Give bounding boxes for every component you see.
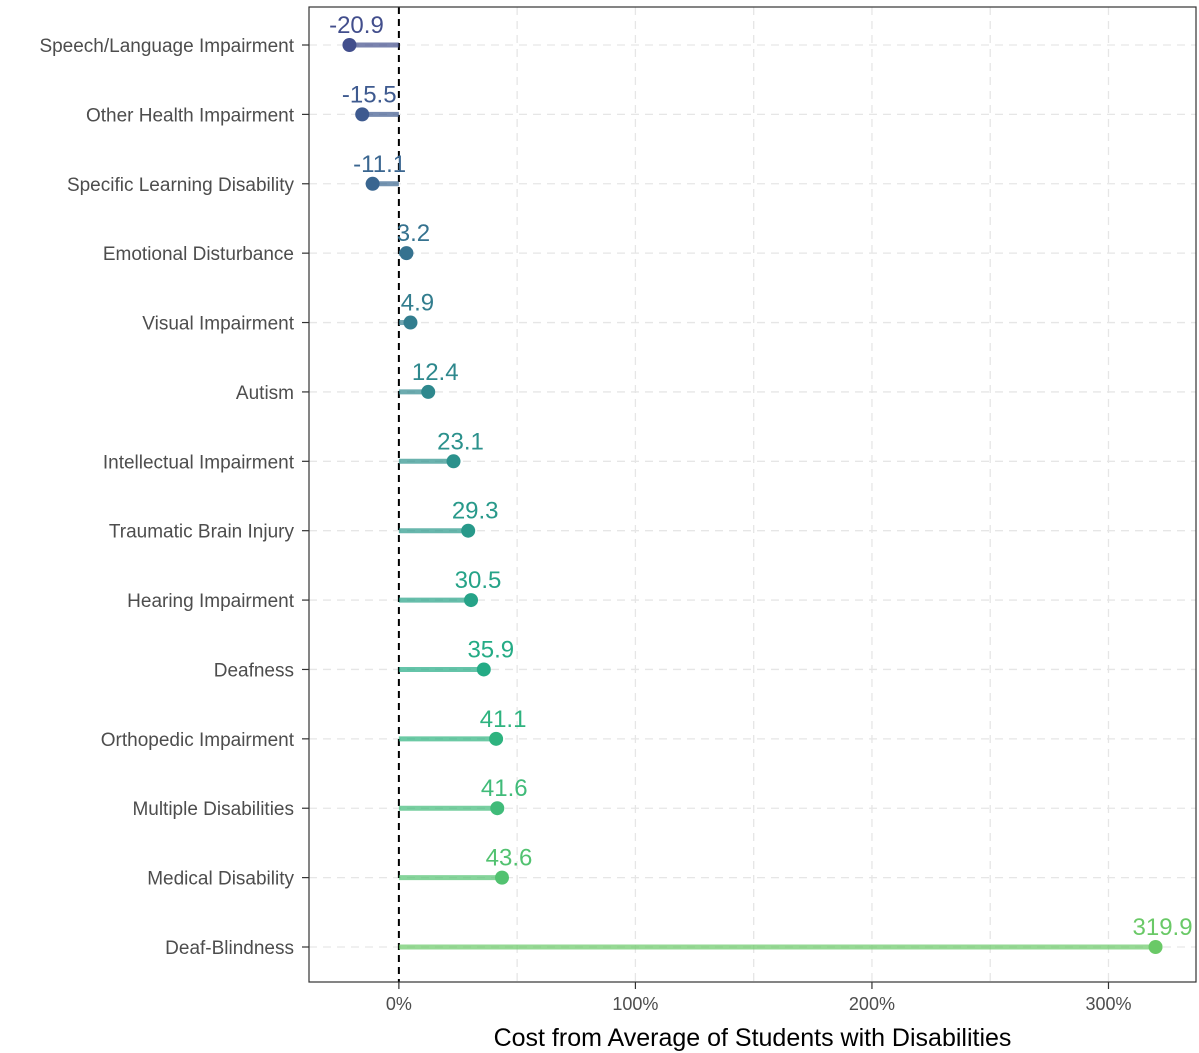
category-label: Orthopedic Impairment bbox=[101, 730, 295, 751]
category-label: Hearing Impairment bbox=[127, 591, 295, 612]
x-axis-ticks: 0% 100% 200% 300% bbox=[386, 982, 1132, 1014]
lollipop-point bbox=[490, 801, 505, 816]
value-label: 41.6 bbox=[481, 775, 528, 802]
x-axis-title: Cost from Average of Students with Disab… bbox=[494, 1024, 1012, 1052]
category-label: Intellectual Impairment bbox=[103, 452, 295, 473]
lollipop-point bbox=[464, 593, 479, 608]
lollipop-point bbox=[355, 107, 370, 122]
lollipop-points bbox=[342, 38, 1163, 954]
value-label: 43.6 bbox=[486, 845, 533, 872]
y-axis-labels: Speech/Language Impairment Other Health I… bbox=[39, 36, 309, 959]
value-label: 4.9 bbox=[401, 290, 434, 317]
value-labels: -20.9 -15.5 -11.1 3.2 4.9 12.4 23.1 29.3 30.5 35.… bbox=[329, 12, 1192, 941]
category-label: Emotional Disturbance bbox=[103, 244, 294, 265]
value-label: 319.9 bbox=[1133, 914, 1193, 941]
lollipop-point bbox=[489, 731, 504, 746]
category-label: Specific Learning Disability bbox=[67, 175, 295, 196]
lollipop-point bbox=[476, 662, 491, 677]
lollipop-sticks bbox=[349, 42, 1156, 950]
x-tick-label: 0% bbox=[386, 994, 412, 1014]
x-tick-label: 200% bbox=[849, 994, 895, 1014]
value-label: 23.1 bbox=[437, 428, 484, 455]
category-label: Speech/Language Impairment bbox=[39, 36, 294, 57]
value-label: 41.1 bbox=[480, 706, 527, 733]
lollipop-point bbox=[342, 38, 357, 52]
category-label: Medical Disability bbox=[147, 869, 294, 890]
plot-panel-border bbox=[308, 6, 1197, 983]
value-label: -15.5 bbox=[342, 81, 397, 108]
lollipop-point bbox=[461, 523, 476, 538]
lollipop-point bbox=[1148, 940, 1163, 954]
value-label: 3.2 bbox=[397, 220, 430, 247]
gridlines bbox=[309, 7, 1196, 982]
category-label: Deafness bbox=[214, 660, 294, 681]
category-label: Other Health Impairment bbox=[86, 105, 295, 126]
lollipop-point bbox=[403, 315, 418, 330]
value-label: -11.1 bbox=[353, 151, 406, 178]
category-label: Autism bbox=[236, 383, 294, 404]
category-label: Deaf-Blindness bbox=[165, 938, 294, 959]
value-label: 30.5 bbox=[455, 567, 502, 594]
lollipop-point bbox=[446, 454, 461, 469]
lollipop-point bbox=[365, 176, 380, 191]
value-label: 35.9 bbox=[467, 636, 514, 663]
lollipop-point bbox=[421, 384, 436, 399]
category-label: Traumatic Brain Injury bbox=[109, 522, 295, 543]
value-label: 12.4 bbox=[412, 359, 459, 386]
x-tick-label: 300% bbox=[1085, 994, 1131, 1014]
lollipop-point bbox=[399, 246, 414, 261]
value-label: -20.9 bbox=[329, 12, 384, 39]
category-label: Visual Impairment bbox=[142, 314, 294, 335]
category-label: Multiple Disabilities bbox=[132, 799, 294, 820]
x-tick-label: 100% bbox=[612, 994, 658, 1014]
value-label: 29.3 bbox=[452, 498, 499, 525]
lollipop-point bbox=[495, 870, 510, 885]
